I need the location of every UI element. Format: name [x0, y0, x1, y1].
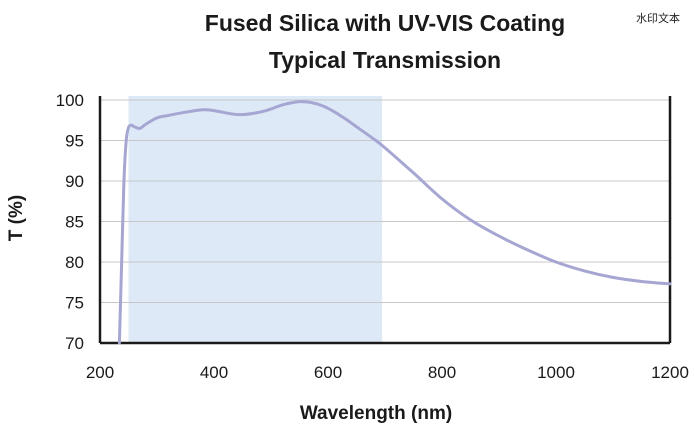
- x-tick-label: 1000: [537, 363, 575, 382]
- y-tick-label: 95: [65, 132, 84, 151]
- watermark-text: 水印文本: [636, 11, 680, 25]
- y-axis-label: T (%): [6, 195, 27, 241]
- plot-area: 70 75 80 85 90 95 100 200 400 600 800 1000 1200: [56, 91, 689, 382]
- y-tick-label: 100: [56, 91, 84, 110]
- x-tick-label: 800: [428, 363, 456, 382]
- chart-title-line-1: Fused Silica with UV-VIS Coating: [205, 10, 565, 36]
- y-tick-label: 90: [65, 172, 84, 191]
- x-tick-label: 400: [200, 363, 228, 382]
- x-tick-label: 200: [86, 363, 114, 382]
- y-tick-label: 70: [65, 334, 84, 353]
- x-axis-label: Wavelength (nm): [300, 403, 452, 424]
- y-tick-label: 75: [65, 294, 84, 313]
- x-tick-label: 600: [314, 363, 342, 382]
- chart-title-line-2: Typical Transmission: [269, 47, 501, 73]
- transmission-curve: [117, 100, 672, 345]
- highlight-band: [128, 96, 383, 343]
- y-tick-label: 85: [65, 213, 84, 232]
- x-tick-label: 1200: [651, 363, 689, 382]
- y-tick-label: 80: [65, 253, 84, 272]
